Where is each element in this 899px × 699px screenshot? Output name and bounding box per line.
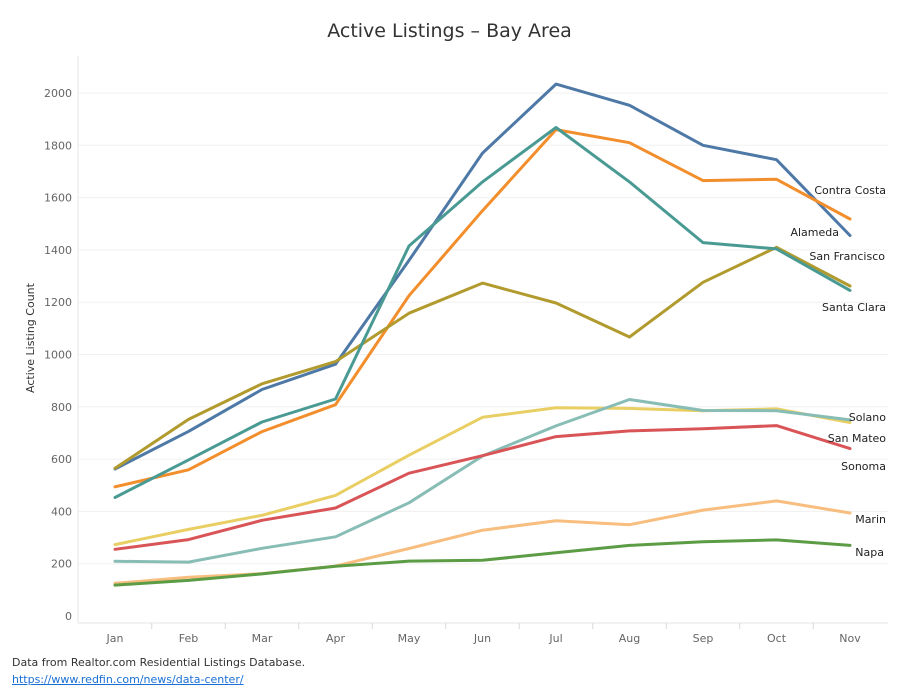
y-tick-label: 1200 <box>44 296 72 309</box>
axes: 0 200 400 600 800 1000 1200 1400 1600 1800 2000 Jan… <box>44 56 888 645</box>
gridlines <box>78 92 888 565</box>
y-tick-label: 1800 <box>44 139 72 152</box>
series-label-alameda: Alameda <box>790 226 839 239</box>
series-lines <box>113 82 852 587</box>
source-note: Data from Realtor.com Residential Listin… <box>12 656 306 669</box>
y-tick-label: 200 <box>51 558 72 571</box>
series-label-napa: Napa <box>855 546 884 559</box>
x-tick-label: Oct <box>767 632 787 645</box>
x-tick-label: Nov <box>839 632 861 645</box>
series-line-san-mateo <box>113 398 852 564</box>
x-tick-label: Feb <box>179 632 198 645</box>
series-label-contra-costa: Contra Costa <box>814 184 886 197</box>
y-tick-label: 1400 <box>44 244 72 257</box>
series-label-san-francisco: San Francisco <box>809 250 885 263</box>
series-label-marin: Marin <box>855 513 886 526</box>
series-line-san-francisco <box>113 245 852 470</box>
series-label-sonoma: Sonoma <box>841 460 886 473</box>
y-tick-label: 600 <box>51 453 72 466</box>
series-label-solano: Solano <box>849 411 886 424</box>
series-label-san-mateo: San Mateo <box>828 432 887 445</box>
y-tick-label: 1000 <box>44 349 72 362</box>
y-tick-label: 800 <box>51 401 72 414</box>
x-tick-label: Mar <box>252 632 273 645</box>
y-tick-label: 2000 <box>44 87 72 100</box>
y-tick-label: 400 <box>51 505 72 518</box>
x-tick-label: Jan <box>106 632 124 645</box>
series-label-santa-clara: Santa Clara <box>822 301 886 314</box>
x-tick-label: Apr <box>326 632 346 645</box>
y-tick-label: 0 <box>65 610 72 623</box>
x-tick-label: Sep <box>693 632 714 645</box>
series-line-santa-clara <box>113 126 852 499</box>
x-tick-label: Jun <box>473 632 491 645</box>
y-tick-label: 1600 <box>44 192 72 205</box>
series-line-sonoma <box>113 424 852 551</box>
series-line-alameda <box>113 128 852 489</box>
series-line-contra-costa <box>113 82 852 471</box>
x-tick-label: May <box>398 632 421 645</box>
source-link[interactable]: https://www.redfin.com/news/data-center/ <box>12 673 244 686</box>
y-axis-title: Active Listing Count <box>24 282 37 393</box>
x-tick-label: Jul <box>548 632 562 645</box>
series-line-napa <box>113 538 852 587</box>
x-tick-label: Aug <box>619 632 640 645</box>
chart-title: Active Listings – Bay Area <box>327 20 572 42</box>
series-labels: Contra Costa Alameda San Francisco Santa Cl… <box>790 184 886 559</box>
